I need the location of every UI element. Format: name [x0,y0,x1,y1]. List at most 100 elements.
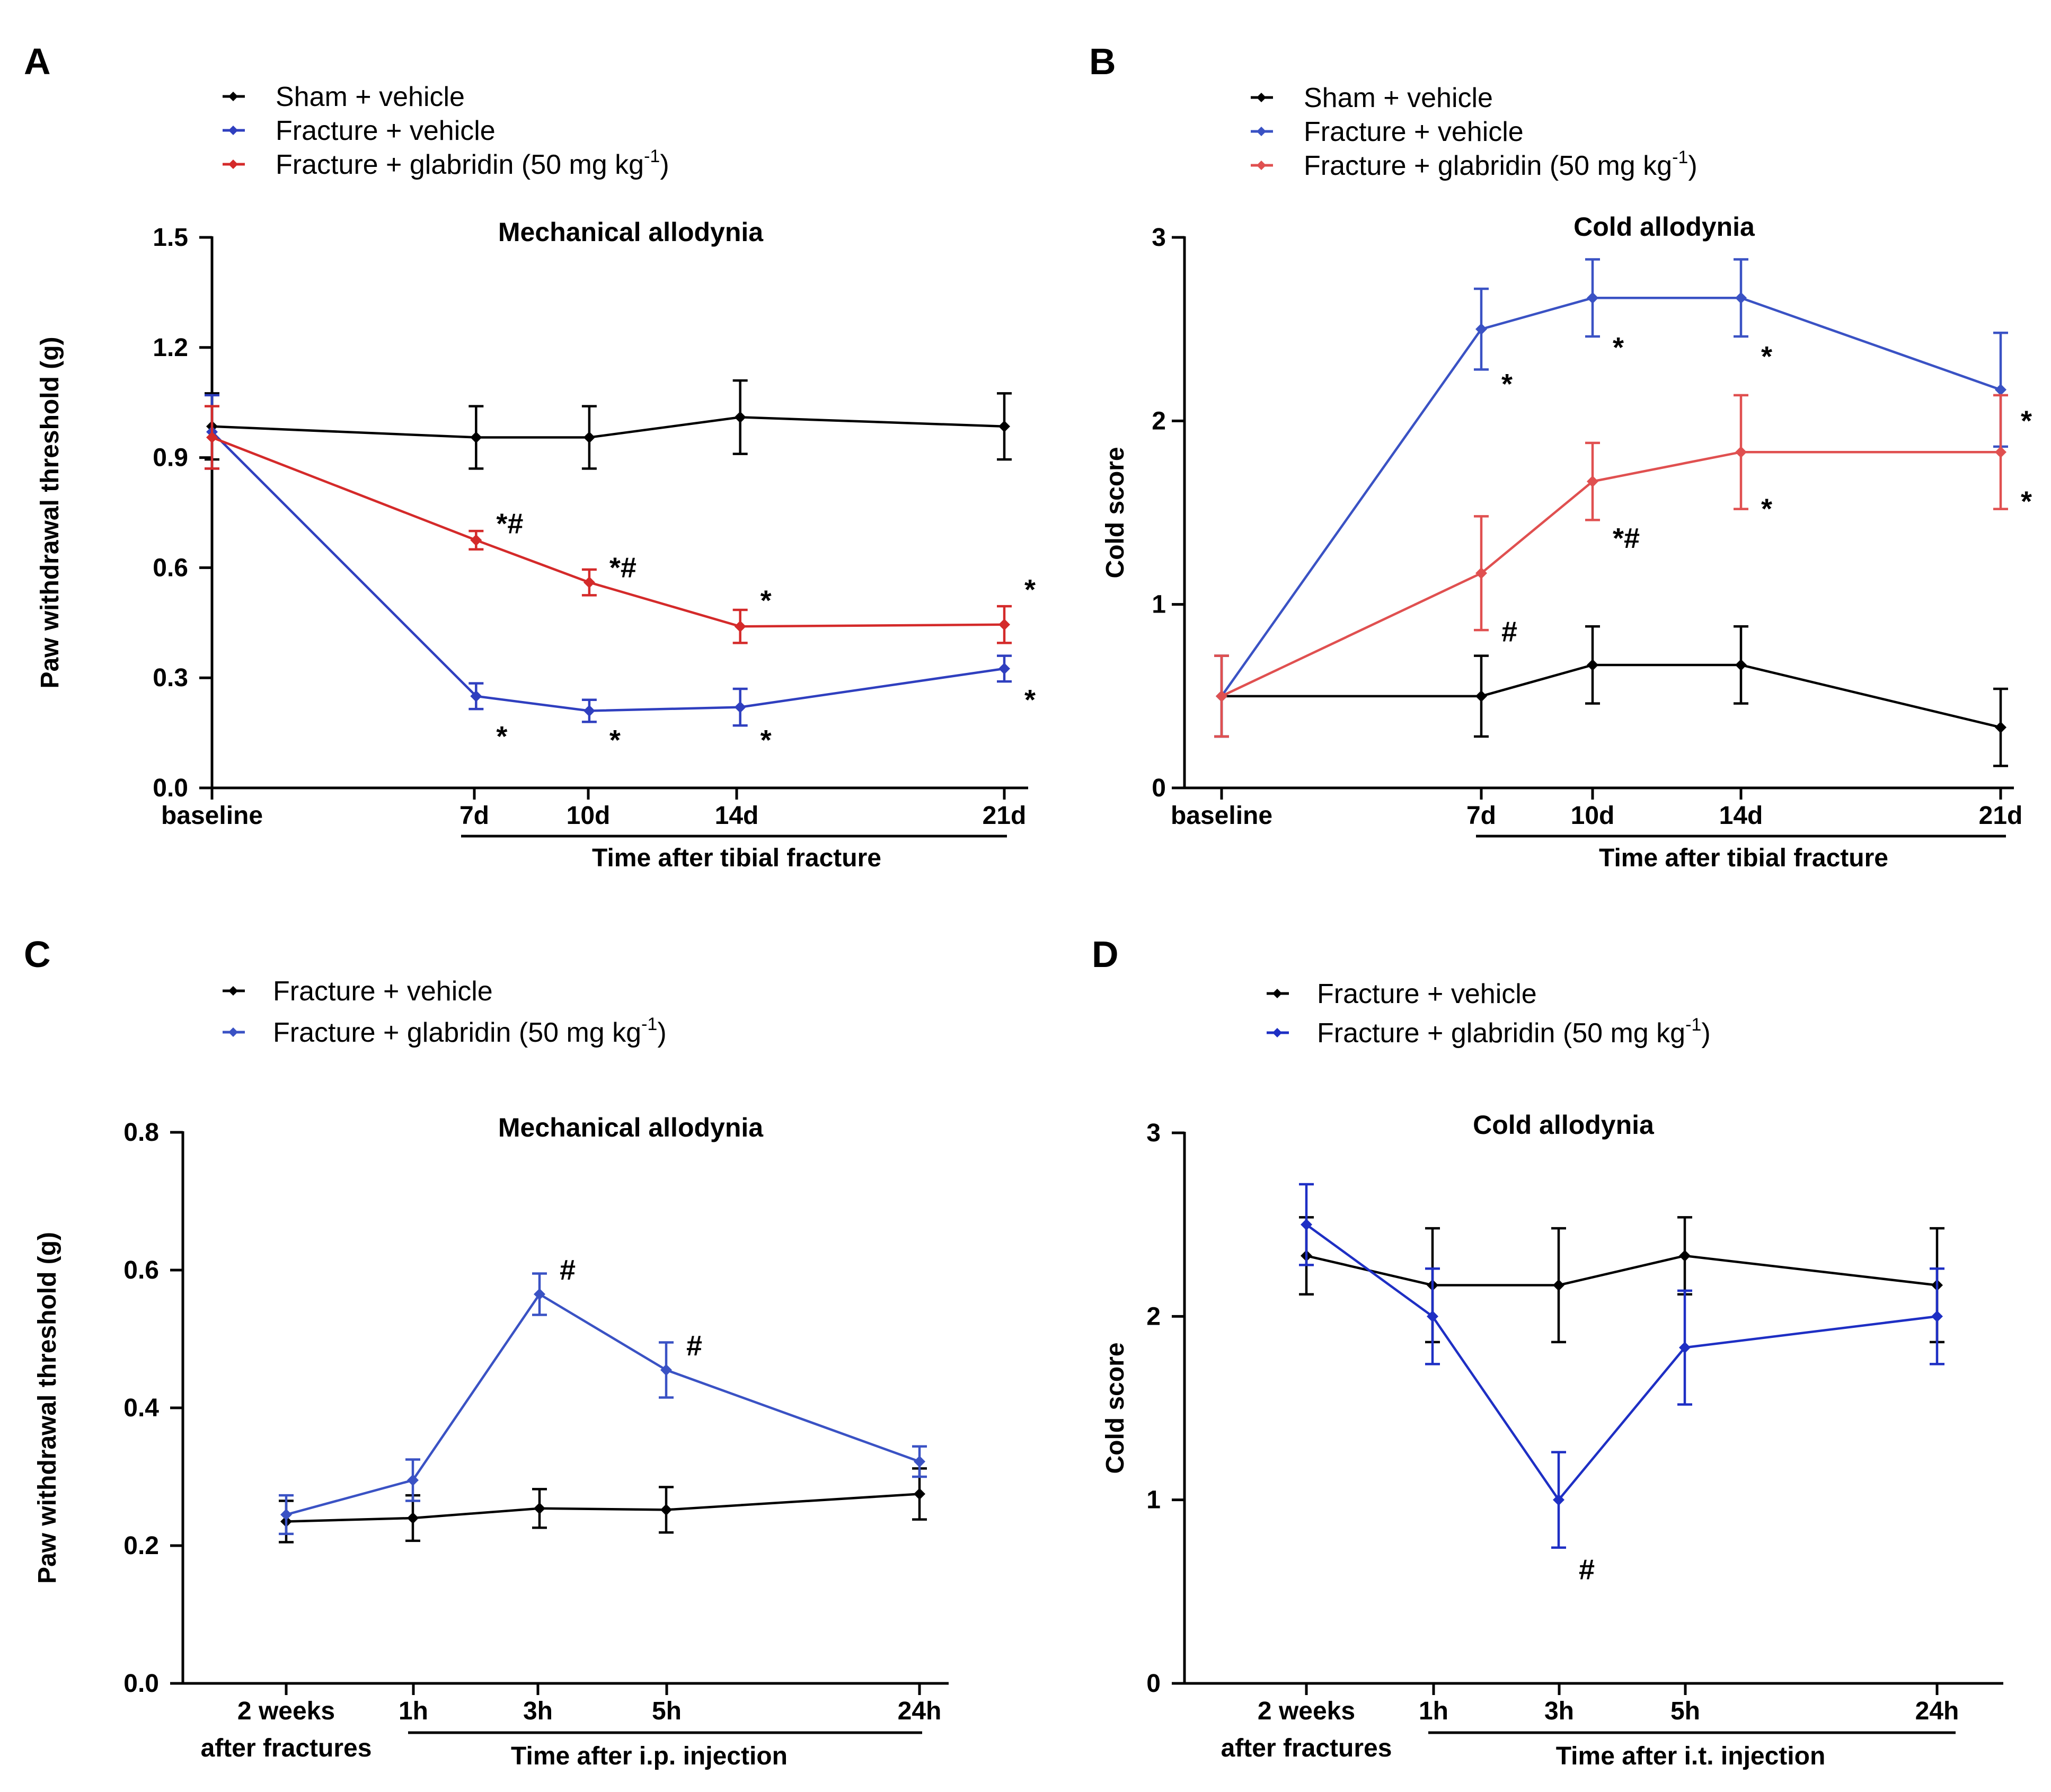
x-tick-label: 3h [1544,1697,1574,1725]
data-point [1475,323,1487,335]
x-tick-label: 5h [652,1697,682,1725]
data-point [998,618,1010,631]
x-tick-label: 10d [1571,802,1615,830]
y-tick-label: 2 [1152,407,1166,435]
data-point [1475,690,1487,702]
y-tick-label: 3 [1146,1119,1161,1147]
x-axis-title: Time after tibial fracture [1599,844,1888,872]
significance-mark: * [1613,332,1624,363]
legend-label: Fracture + vehicle [1304,117,1524,147]
data-point [1475,567,1487,579]
series-1 [205,379,1012,470]
data-point [734,701,746,713]
significance-mark: * [1501,368,1513,400]
legend-marker [1257,161,1266,170]
legend-label: Sham + vehicle [1304,83,1493,113]
x-tick-label: baseline [161,802,263,830]
legend-marker [1257,127,1266,136]
y-tick-label: 1 [1152,591,1166,619]
legend-marker [1272,1028,1282,1037]
plot-title: Mechanical allodynia [498,217,764,247]
x-tick-label: 24h [1915,1697,1959,1725]
data-point [1301,1219,1312,1231]
data-point [583,431,595,443]
data-point [1995,384,2006,396]
y-tick-label: 1.5 [153,224,188,252]
series-line [1222,663,2001,729]
data-point [407,1474,419,1486]
series-line [1221,450,2001,697]
significance-mark: # [1579,1554,1595,1585]
data-point [534,1288,545,1300]
legend-label: Fracture + vehicle [1317,979,1537,1009]
series-1 [1214,625,2008,767]
series-line [286,1493,920,1523]
legend-marker [1272,989,1282,998]
data-point [1735,446,1747,458]
y-tick-label: 0.0 [153,774,188,802]
panel-c: C Fracture + vehicle Fracture + glabridin … [24,934,949,1770]
significance-mark: * [2021,486,2032,518]
panel-b: B Sham + vehicle Fracture + vehicleFractur… [1089,41,2032,872]
legend-marker [228,92,238,101]
data-point [470,431,482,443]
data-point [1679,1342,1691,1354]
data-point [998,420,1010,432]
panel-letter: D [1092,934,1119,975]
significance-mark: *# [1613,522,1640,554]
y-tick-label: 0.4 [123,1394,159,1422]
plot-title: Mechanical allodynia [498,1113,764,1142]
significance-mark: * [609,724,621,756]
significance-mark: *# [496,508,523,539]
significance-mark: * [1024,684,1036,716]
x-tick-label: 7d [1466,802,1496,830]
series-line [1221,297,2001,697]
series-line [211,436,1005,628]
significance-mark: # [560,1254,576,1286]
series-line [211,431,1005,712]
series-2 [279,1272,927,1536]
data-point [1735,292,1747,304]
panel-a: A Sham + vehicle Fracture + vehicleFractur… [24,41,1036,872]
data-point [914,1488,925,1500]
data-point [1995,446,2006,458]
x-tick-label: 14d [1719,802,1763,830]
legend: Fracture + vehicle Fracture + glabridin (… [1267,979,1711,1049]
series-line [1305,1223,1938,1502]
significance-mark: * [1024,574,1036,606]
y-tick-label: 0.6 [153,554,188,582]
y-tick-label: 3 [1152,224,1166,252]
legend-marker [228,159,238,169]
x-tick-label: 10d [567,802,611,830]
data-point [583,705,595,717]
y-tick-label: 0.8 [123,1119,159,1147]
x-tick-label: 21d [1979,802,2023,830]
series-1 [1299,1216,1944,1344]
plot-title: Cold allodynia [1573,212,1755,242]
significance-mark: # [686,1330,702,1362]
y-tick-label: 0.0 [123,1670,159,1698]
y-axis-title: Paw withdrawal threshold (g) [36,336,64,688]
data-point [1931,1310,1943,1323]
panel-d: D Fracture + vehicle Fracture + glabridin … [1092,934,2003,1770]
data-point [998,662,1010,675]
data-point [206,431,218,443]
data-point [583,576,595,589]
x-tick-label: after fractures [1221,1734,1392,1762]
y-tick-label: 1 [1146,1486,1161,1514]
x-tick-label: after fractures [201,1734,372,1762]
x-axis-title: Time after tibial fracture [592,844,881,872]
series-1 [279,1467,927,1543]
series-3 [1214,394,2008,738]
data-point [1587,292,1598,304]
data-point [1995,721,2006,733]
data-point [534,1502,545,1514]
x-tick-label: baseline [1171,802,1272,830]
x-axis-title: Time after i.t. injection [1556,1742,1826,1770]
legend-label: Fracture + vehicle [276,116,496,146]
data-point [470,534,482,546]
legend-label: Fracture + glabridin (50 mg kg-1) [273,1014,667,1048]
data-point [1553,1494,1564,1506]
data-point [660,1504,672,1516]
